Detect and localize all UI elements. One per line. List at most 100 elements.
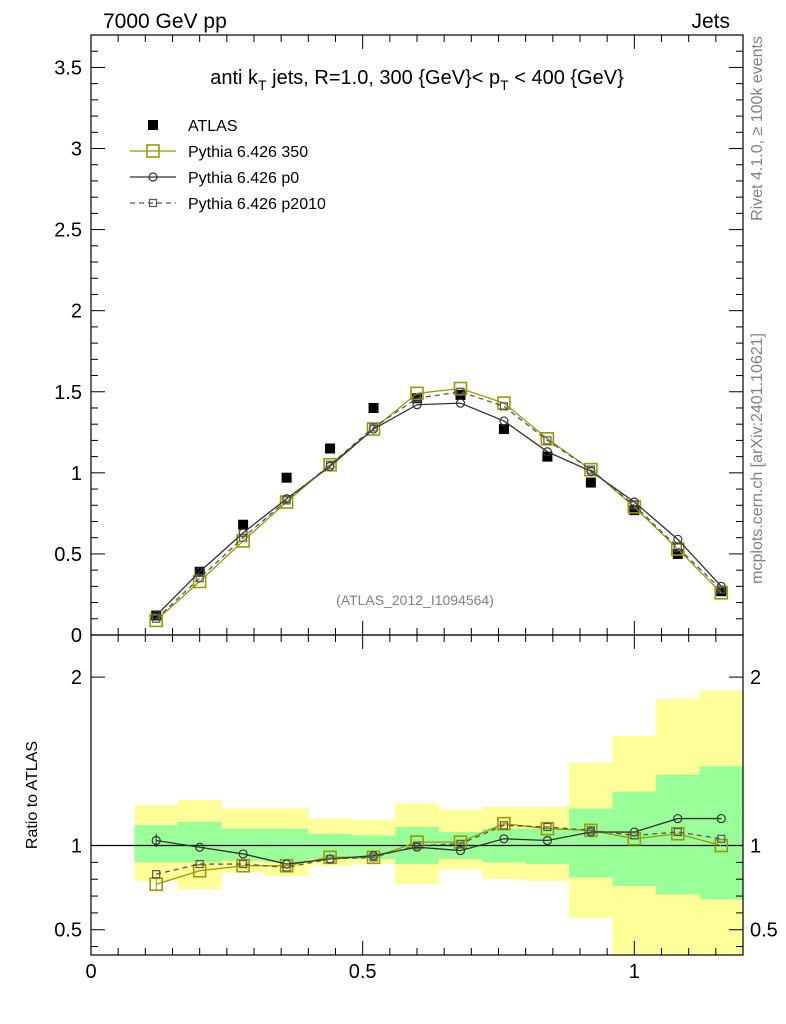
y-tick-label: 1.5	[54, 382, 82, 404]
series-line	[155, 402, 722, 616]
x-tick-label: 0.5	[349, 961, 377, 983]
data-point	[149, 613, 163, 628]
x-tick-label: 0	[85, 961, 96, 983]
mcplots-label: mcplots.cern.ch [arXiv:2401.10621]	[749, 333, 766, 584]
data-point	[585, 477, 596, 488]
ratio-y-tick-label: 1	[71, 836, 82, 858]
legend: ATLAS Pythia 6.426 350 Pythia 6.426 p0 Pyth…	[130, 118, 326, 213]
y-tick-label: 0.5	[54, 544, 82, 566]
data-point	[717, 834, 726, 843]
ratio-y-tick-label-right: 1	[750, 836, 761, 858]
data-point	[282, 863, 291, 872]
series-pythia-6-426-p0	[151, 813, 726, 869]
data-point	[540, 431, 555, 446]
legend-marker	[148, 120, 158, 130]
ratio-plot-panel: 0.5 0.51 12 20 0.5 1 Ratio to ATLAS	[24, 634, 778, 983]
data-point	[673, 813, 683, 824]
ratio-y-tick-label: 0.5	[54, 920, 82, 942]
uncertainty-band-green	[699, 766, 744, 900]
y-tick-label: 3.5	[54, 57, 82, 79]
ratio-ylabel: Ratio to ATLAS	[24, 741, 41, 849]
data-point	[236, 858, 250, 873]
data-point	[497, 396, 511, 410]
data-point	[673, 543, 682, 552]
data-point	[455, 398, 466, 408]
legend-marker	[148, 198, 158, 208]
data-point	[543, 436, 552, 445]
data-point	[499, 834, 509, 844]
ratio-y-tick-label: 2	[71, 667, 82, 689]
data-point	[714, 838, 729, 853]
data-point	[195, 859, 204, 869]
data-point	[630, 501, 639, 510]
data-point	[716, 586, 727, 597]
data-point	[236, 534, 250, 548]
y-tick-label: 1	[71, 463, 82, 485]
y-tick-label: 0	[71, 625, 82, 647]
data-point	[281, 472, 292, 483]
series-pythia-6-426-p2010	[152, 387, 726, 623]
data-point	[412, 394, 422, 403]
data-point	[195, 842, 205, 852]
data-point	[369, 423, 378, 432]
plot-title: anti kT jets, R=1.0, 300 {GeV}< pT < 400…	[210, 67, 624, 93]
analysis-watermark: (ATLAS_2012_I1094564)	[336, 592, 494, 608]
header-left: 7000 GeV pp	[103, 10, 227, 33]
data-point	[456, 387, 465, 396]
legend-item: Pythia 6.426 p2010	[130, 196, 326, 213]
data-point	[192, 863, 207, 878]
data-point	[586, 465, 595, 474]
data-point	[412, 841, 422, 850]
data-point	[714, 586, 729, 600]
uncertainty-band-green	[177, 821, 222, 863]
data-point	[455, 845, 466, 856]
legend-item: Pythia 6.426 p0	[130, 170, 299, 187]
data-point	[325, 460, 335, 469]
data-point	[366, 422, 381, 436]
legend-item: ATLAS	[148, 118, 238, 135]
rivet-version-label: Rivet 4.1.0, ≥ 100k events	[749, 36, 766, 221]
data-point	[239, 859, 248, 869]
y-tick-label: 2	[71, 301, 82, 323]
x-tick-label: 1	[629, 961, 640, 983]
data-point	[239, 533, 248, 542]
ratio-y-tick-label-right: 0.5	[750, 920, 778, 942]
data-point	[369, 853, 378, 862]
legend-label: Pythia 6.426 p0	[188, 170, 299, 187]
data-point	[498, 424, 509, 435]
data-point	[630, 831, 639, 840]
ratio-y-tick-label-right: 2	[750, 667, 761, 689]
series-line	[155, 387, 722, 621]
data-point	[540, 821, 555, 836]
data-point	[499, 821, 509, 830]
legend-marker	[146, 144, 160, 158]
data-point	[670, 542, 685, 556]
data-point	[716, 813, 726, 824]
data-point	[542, 835, 553, 846]
series-line	[155, 391, 722, 620]
data-point	[629, 505, 640, 516]
data-point	[279, 495, 294, 509]
series-pythia-6-426-p2010	[152, 821, 726, 879]
legend-label: Pythia 6.426 350	[188, 144, 308, 161]
data-point	[325, 443, 336, 454]
data-point	[586, 826, 595, 835]
data-point	[410, 386, 424, 401]
series-line	[156, 824, 722, 875]
data-point	[542, 451, 553, 462]
data-point	[499, 402, 509, 411]
data-point	[325, 854, 335, 864]
data-point	[497, 816, 511, 831]
data-point	[238, 528, 248, 538]
legend-label: Pythia 6.426 p2010	[188, 196, 326, 213]
data-point	[195, 574, 204, 583]
data-point	[717, 585, 726, 594]
data-point	[238, 849, 248, 859]
legend-label: ATLAS	[188, 118, 238, 135]
data-point	[670, 826, 685, 841]
data-point	[282, 496, 291, 505]
series-line	[156, 822, 722, 885]
data-point	[456, 839, 465, 848]
data-point	[672, 548, 683, 559]
